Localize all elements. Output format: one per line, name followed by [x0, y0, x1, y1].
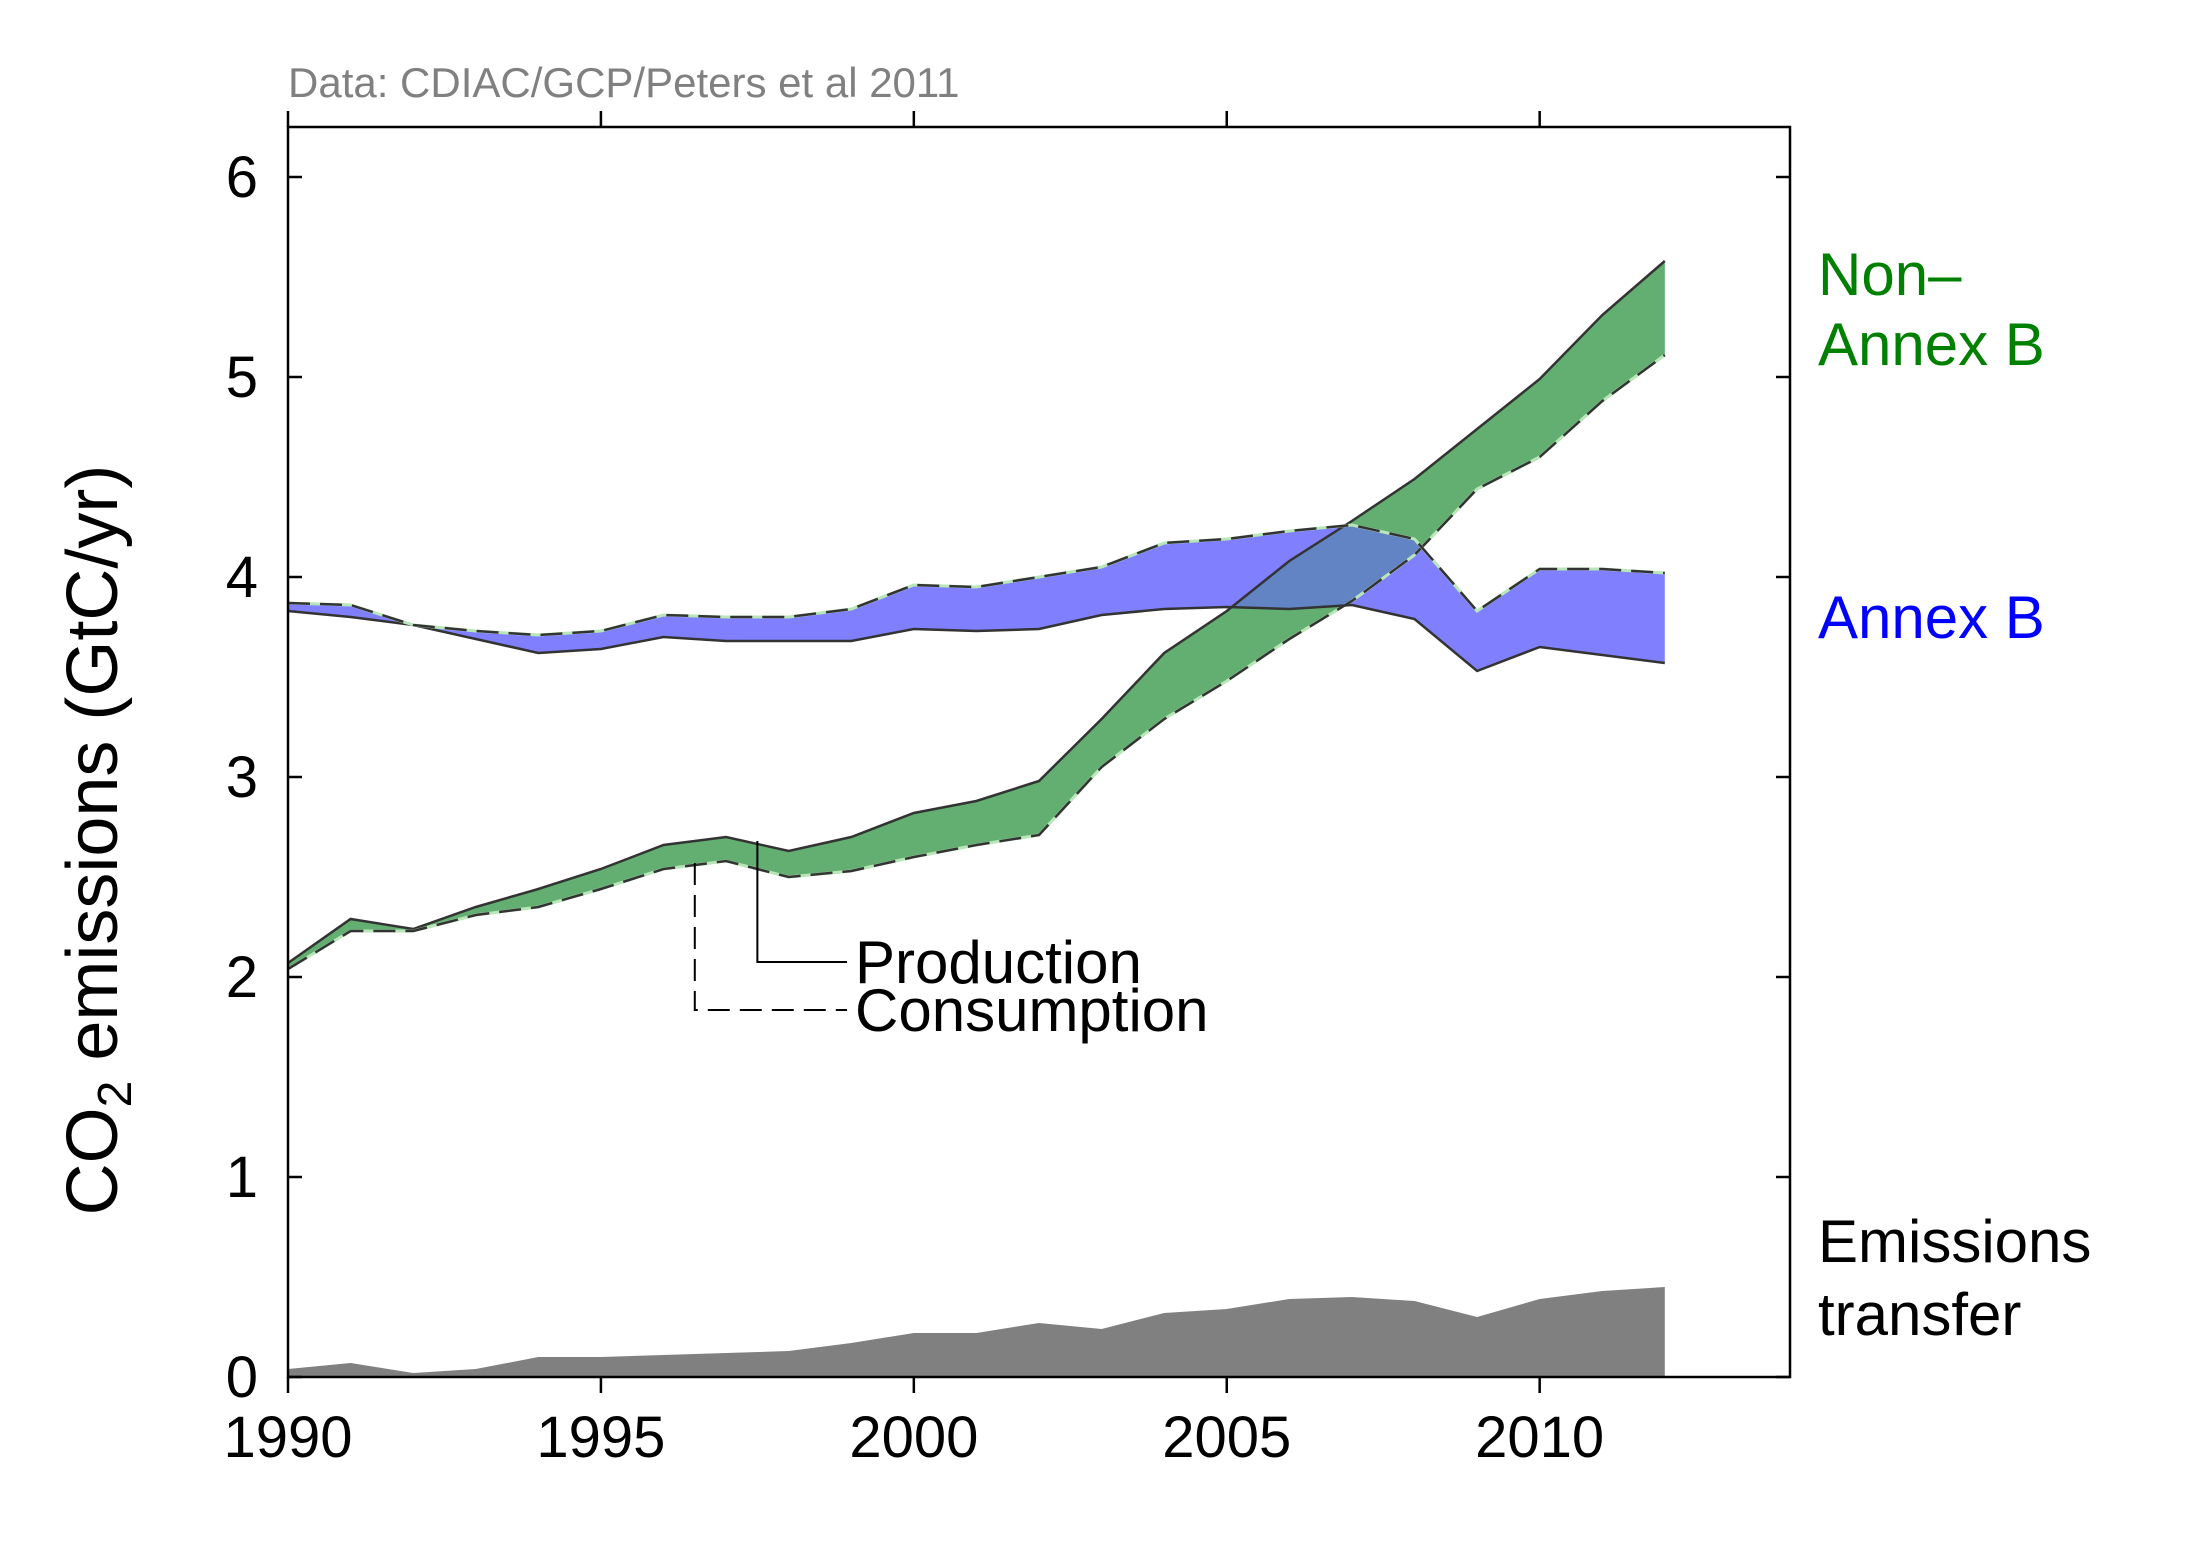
y-tick-label: 4	[226, 545, 258, 610]
y-axis-label-subscript: 2	[89, 1081, 142, 1108]
y-tick-label: 3	[226, 745, 258, 810]
y-axis-label-suffix: emissions (GtC/yr)	[53, 465, 133, 1081]
x-tick-label: 1995	[536, 1405, 665, 1470]
legend-production-label: Production	[855, 929, 1142, 996]
y-tick-label: 2	[226, 945, 258, 1010]
legend-consumption-label: Consumption	[855, 977, 1209, 1044]
overlap-shade	[288, 261, 1665, 969]
y-tick-label: 1	[226, 1145, 258, 1210]
non-annex-b-consumption-line	[287, 353, 1666, 971]
transfer-label: Emissions	[1818, 1208, 2091, 1275]
consumption-leader-line	[693, 863, 847, 1011]
y-axis-label: CO2 emissions (GtC/yr)	[53, 465, 142, 1216]
plot-area	[287, 260, 1666, 1377]
transfer-area	[288, 1287, 1665, 1377]
annex-b-production-line	[287, 603, 1665, 673]
axes: 0 1 2 3 4 5 6 1990 1995 2000 2005 2010	[223, 111, 1790, 1470]
y-axis-label-prefix: CO	[53, 1107, 133, 1215]
non-annex-b-production-line	[287, 260, 1666, 965]
non-annex-b-band	[288, 261, 1665, 969]
non-annex-b-label: Non–	[1818, 241, 1962, 308]
annex-b-consumption-line	[287, 523, 1665, 637]
source-label: Data: CDIAC/GCP/Peters et al 2011	[288, 59, 960, 106]
x-tick-label: 1990	[223, 1405, 352, 1470]
transfer-label: transfer	[1818, 1281, 2021, 1348]
x-tick-label: 2005	[1162, 1405, 1291, 1470]
y-tick-label: 6	[226, 145, 258, 210]
annex-b-band	[288, 525, 1665, 671]
non-annex-b-label: Annex B	[1818, 311, 2045, 378]
x-tick-label: 2010	[1475, 1405, 1604, 1470]
production-leader-line	[756, 841, 847, 963]
y-tick-label: 0	[226, 1345, 258, 1410]
annex-b-label: Annex B	[1818, 584, 2045, 651]
y-tick-label: 5	[226, 345, 258, 410]
plot-frame	[286, 125, 1792, 1379]
x-tick-label: 2000	[849, 1405, 978, 1470]
